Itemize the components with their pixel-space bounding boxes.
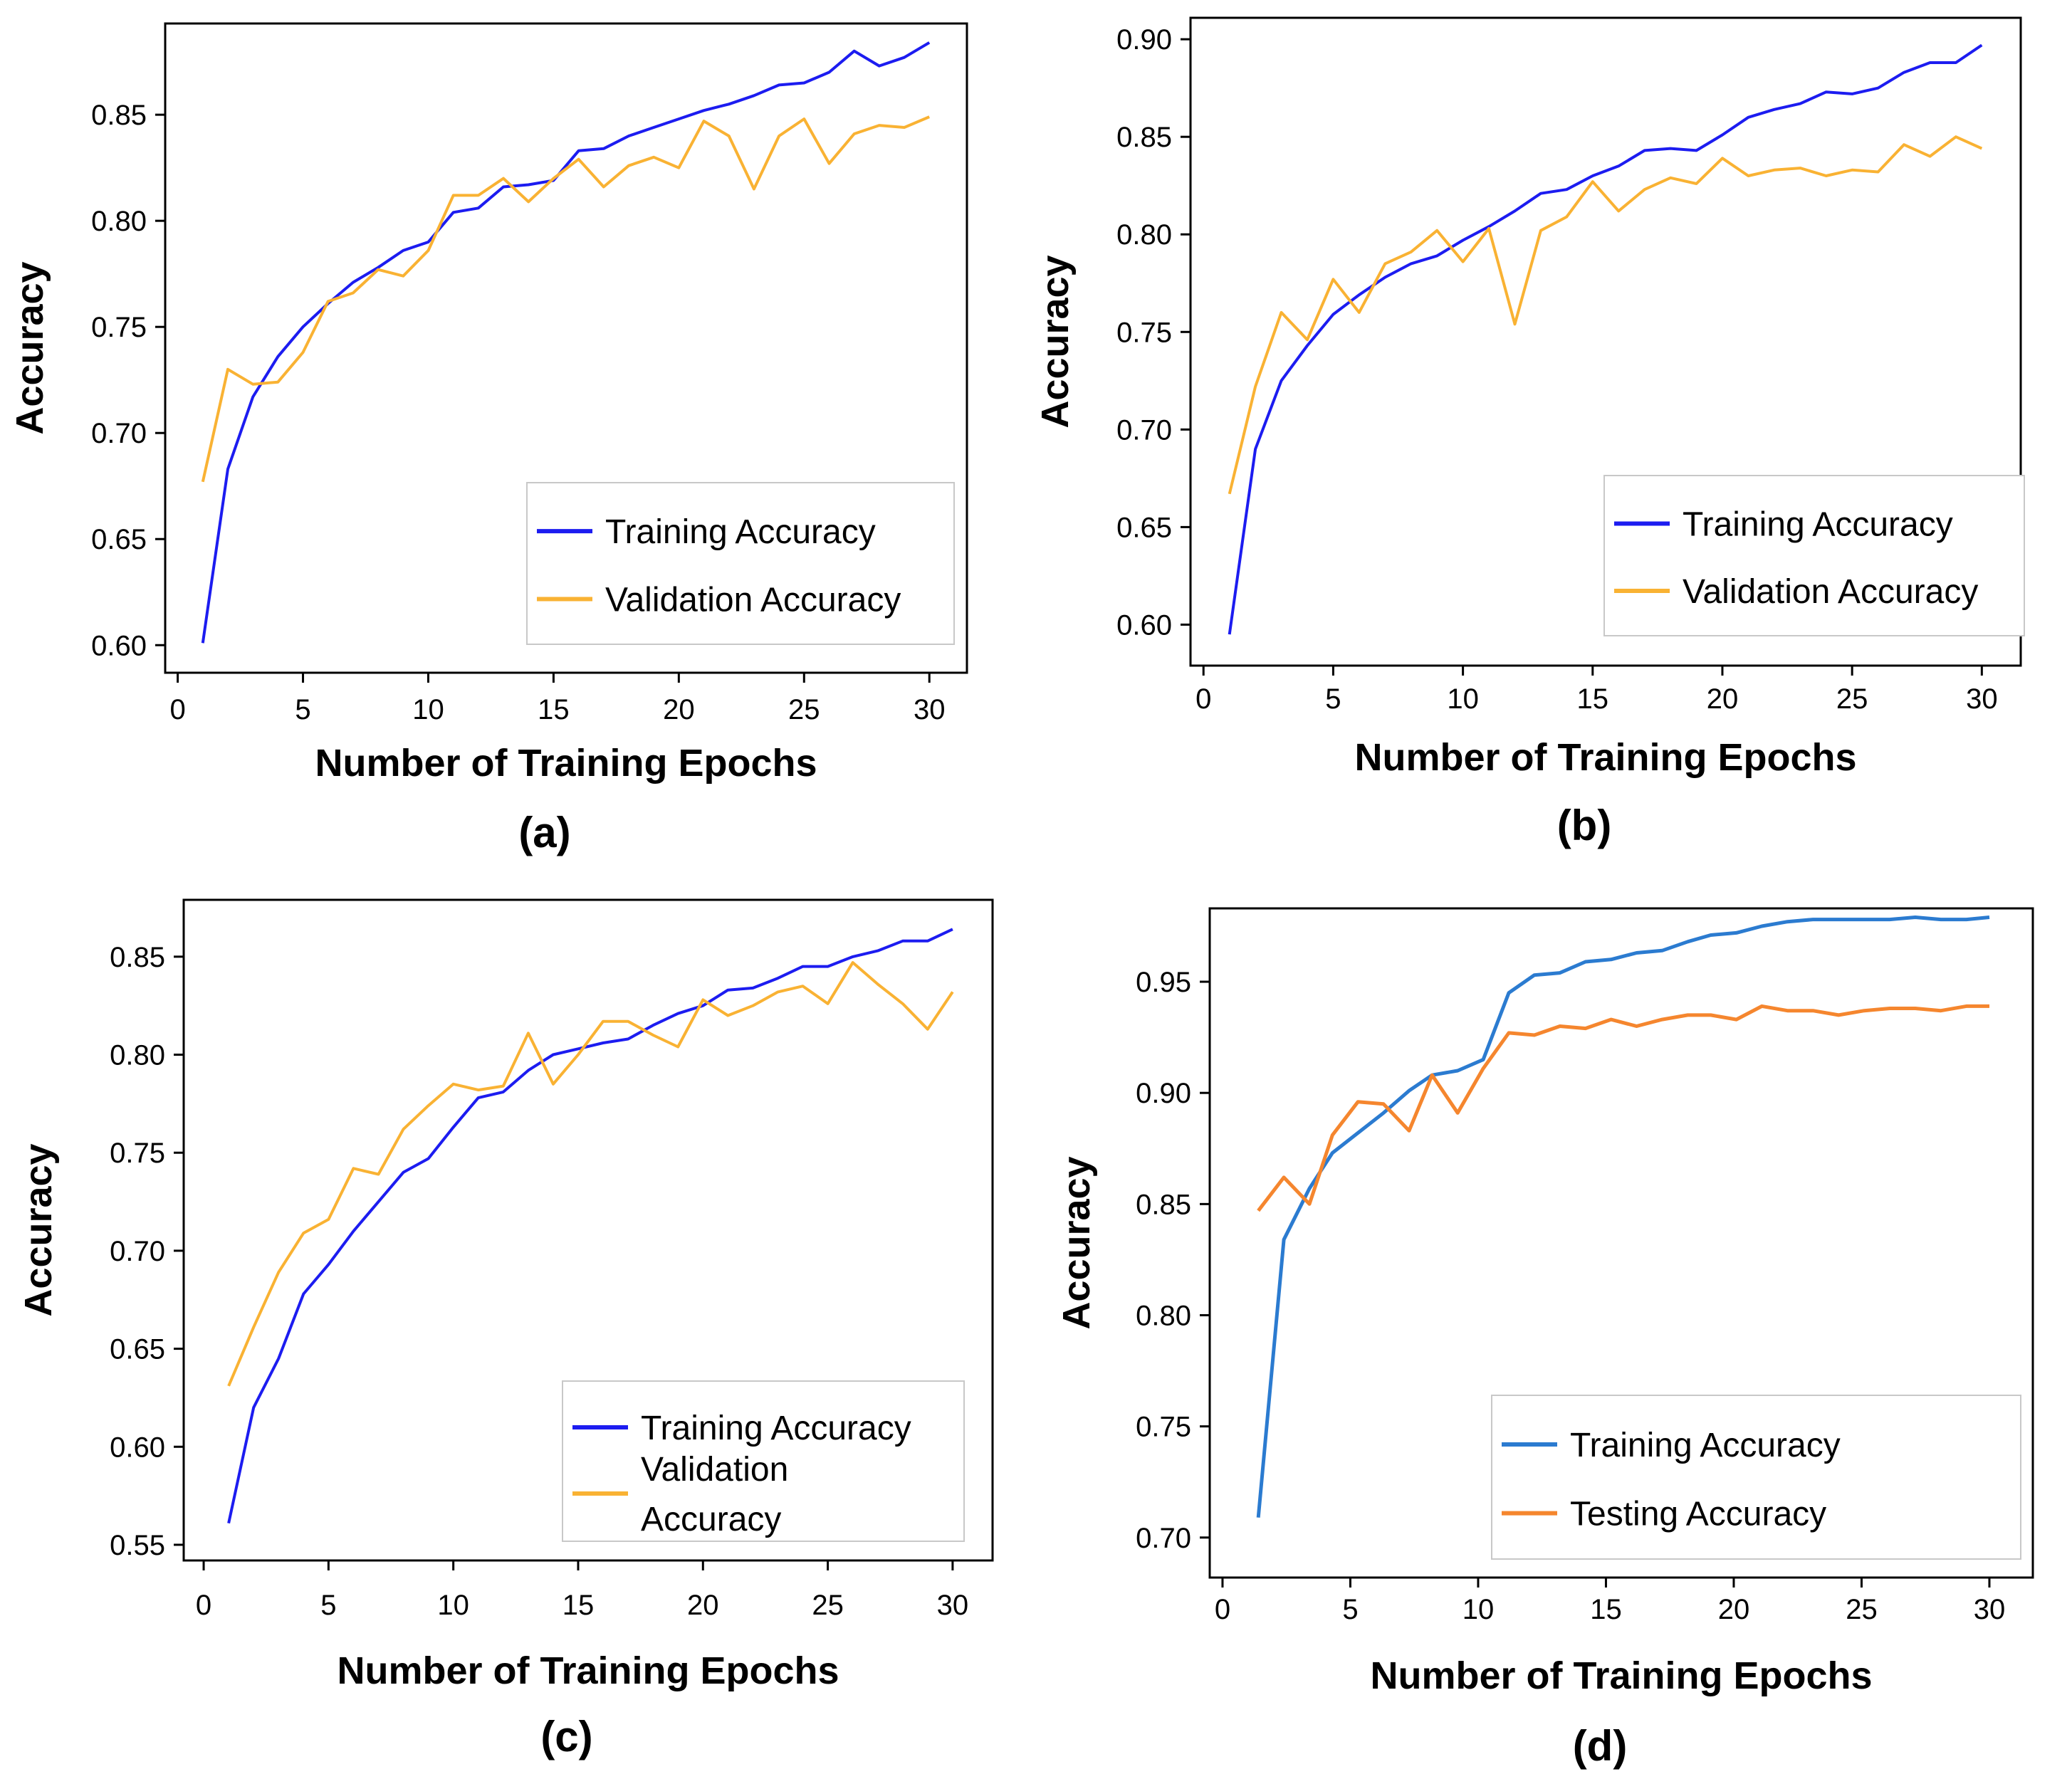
- y-tick-label: 0.70: [91, 418, 147, 449]
- x-tick-label: 15: [563, 1590, 595, 1621]
- y-axis-label: Accuracy: [1055, 1156, 1098, 1329]
- plot-frame: [1189, 16, 2022, 667]
- y-tick-label: 0.65: [110, 1334, 165, 1365]
- y-tick-label: 0.70: [110, 1236, 165, 1267]
- x-tick-label: 25: [812, 1590, 844, 1621]
- legend-label: Validation Accuracy: [1683, 573, 1978, 611]
- legend-box: [1603, 475, 2025, 636]
- series-line-validation-accuracy: [227, 961, 954, 1387]
- series-line-validation-accuracy: [201, 115, 930, 483]
- y-tick-label: 0.60: [91, 630, 147, 661]
- x-tick-label: 10: [1463, 1594, 1495, 1625]
- x-tick-label: 15: [538, 694, 570, 725]
- y-tick-label: 0.60: [1116, 609, 1172, 641]
- x-axis-label: Number of Training Epochs: [315, 742, 817, 785]
- y-tick-label: 0.75: [110, 1138, 165, 1169]
- y-tick-label: 0.90: [1136, 1078, 1191, 1109]
- legend-label: Validation: [641, 1451, 788, 1489]
- y-tick-label: 0.85: [110, 942, 165, 973]
- y-tick-label: 0.80: [1116, 219, 1172, 251]
- x-tick-label: 10: [1447, 683, 1479, 715]
- y-axis-label: Accuracy: [17, 1143, 60, 1316]
- y-tick-label: 0.80: [110, 1040, 165, 1071]
- legend-label: Training Accuracy: [1683, 506, 1953, 544]
- y-tick-label: 0.80: [91, 206, 147, 237]
- panel-caption: (c): [540, 1713, 592, 1761]
- y-tick-label: 0.65: [91, 524, 147, 555]
- x-tick-label: 15: [1590, 1594, 1622, 1625]
- y-tick-label: 0.70: [1116, 414, 1172, 446]
- x-tick-label: 10: [412, 694, 444, 725]
- series-line-training-accuracy: [1228, 43, 1983, 635]
- legend-box: [1491, 1395, 2021, 1560]
- legend-label: Training Accuracy: [605, 513, 876, 551]
- legend-box: [562, 1380, 965, 1542]
- y-tick-label: 0.75: [91, 312, 147, 343]
- panel-caption: (b): [1557, 802, 1612, 849]
- series-line-validation-accuracy: [1228, 135, 1983, 495]
- x-tick-label: 30: [1974, 1594, 2006, 1625]
- x-tick-label: 0: [1215, 1594, 1230, 1625]
- x-tick-label: 30: [1966, 683, 1998, 715]
- x-tick-label: 30: [937, 1590, 969, 1621]
- legend-label: Accuracy: [641, 1501, 781, 1538]
- panel-caption: (a): [518, 809, 570, 856]
- plot-frame: [182, 898, 994, 1562]
- x-tick-label: 5: [1325, 683, 1341, 715]
- y-tick-label: 0.85: [1136, 1189, 1191, 1220]
- plot-frame: [164, 22, 968, 674]
- y-tick-label: 0.60: [110, 1432, 165, 1463]
- x-tick-label: 25: [1836, 683, 1868, 715]
- x-tick-label: 25: [788, 694, 820, 725]
- x-tick-label: 25: [1846, 1594, 1878, 1625]
- chart-panel-c: 0.55 0.60 0.65 0.70 0.75 0.80 0.85 0 5 10 15 20 25 30…: [17, 898, 994, 1761]
- legend-label: Testing Accuracy: [1570, 1496, 1826, 1533]
- series-line-training-accuracy: [1256, 915, 1990, 1518]
- x-tick-label: 20: [687, 1590, 719, 1621]
- x-tick-label: 0: [196, 1590, 211, 1621]
- x-tick-label: 10: [437, 1590, 469, 1621]
- x-tick-label: 0: [169, 694, 185, 725]
- y-tick-label: 0.75: [1136, 1412, 1191, 1443]
- y-axis-label: Accuracy: [9, 261, 51, 434]
- y-tick-label: 0.65: [1116, 512, 1172, 543]
- y-axis-label: Accuracy: [1036, 255, 1077, 428]
- x-tick-label: 20: [663, 694, 695, 725]
- legend-box: [526, 482, 955, 645]
- y-tick-label: 0.85: [91, 100, 147, 131]
- x-tick-label: 20: [1707, 683, 1739, 715]
- chart-panel-d: 0.70 0.75 0.80 0.85 0.90 0.95 0 5 10 15 20 25 30 Numb…: [1055, 907, 2034, 1770]
- x-tick-label: 30: [914, 694, 946, 725]
- y-tick-label: 0.70: [1136, 1523, 1191, 1554]
- series-line-testing-accuracy: [1257, 1004, 1989, 1212]
- series-line-training-accuracy: [227, 928, 953, 1524]
- x-axis-label: Number of Training Epochs: [1370, 1654, 1872, 1697]
- x-tick-label: 0: [1195, 683, 1211, 715]
- legend-label: Training Accuracy: [641, 1410, 911, 1447]
- x-tick-label: 5: [1342, 1594, 1358, 1625]
- chart-panel-a: 0.60 0.65 0.70 0.75 0.80 0.85 0 5 10 15 20 25 30 Numb…: [9, 22, 968, 856]
- y-tick-label: 0.80: [1136, 1300, 1191, 1331]
- chart-panel-b: 0.60 0.65 0.70 0.75 0.80 0.85 0.90 0 5 10 15 20 25 30…: [1036, 16, 2025, 849]
- plot-frame: [1208, 907, 2034, 1579]
- x-tick-label: 20: [1718, 1594, 1750, 1625]
- panel-caption: (d): [1573, 1722, 1628, 1770]
- y-tick-label: 0.85: [1116, 122, 1172, 153]
- x-tick-label: 5: [295, 694, 310, 725]
- x-tick-label: 5: [320, 1590, 336, 1621]
- x-axis-label: Number of Training Epochs: [337, 1649, 839, 1692]
- legend-label: Training Accuracy: [1570, 1427, 1841, 1464]
- x-tick-label: 15: [1577, 683, 1609, 715]
- y-tick-label: 0.75: [1116, 317, 1172, 348]
- y-tick-label: 0.90: [1116, 24, 1172, 56]
- x-axis-label: Number of Training Epochs: [1354, 736, 1856, 779]
- y-tick-label: 0.55: [110, 1530, 165, 1561]
- y-tick-label: 0.95: [1136, 967, 1191, 998]
- legend-label: Validation Accuracy: [605, 581, 901, 619]
